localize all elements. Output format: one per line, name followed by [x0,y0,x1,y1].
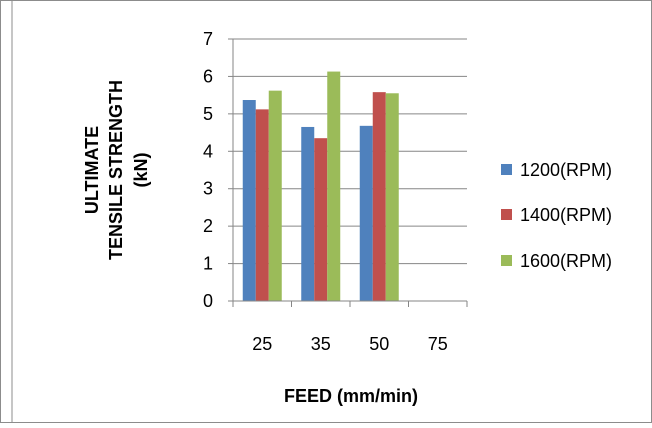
bar [314,138,328,301]
bar [255,109,269,301]
axes [232,39,468,307]
y-axis-title: ULTIMATE TENSILE STRENGTH (kN) [82,80,151,260]
x-tick-label: 25 [252,334,272,354]
y-tick-label: 2 [203,216,213,236]
y-tick-label: 3 [203,179,213,199]
y-tick-label: 5 [203,104,213,124]
y-tick-labels: 0 1 2 3 4 5 6 7 [203,29,213,311]
x-axis-title: FEED (mm/min) [284,386,418,406]
x-tick-label: 75 [428,334,448,354]
y-tick-label: 1 [203,254,213,274]
y-axis-title-line: (kN) [131,152,151,187]
y-axis-title-line: TENSILE STRENGTH [106,80,126,260]
bars [242,71,399,302]
legend-swatch [501,209,512,220]
legend-swatch [501,164,512,175]
x-tick-labels: 25 35 50 75 [252,334,448,354]
bar [327,71,341,301]
legend: 1200(RPM) 1400(RPM) 1600(RPM) [501,160,612,271]
bar [359,125,373,301]
y-tick-label: 4 [203,141,213,161]
y-tick-label: 6 [203,66,213,86]
y-axis-title-line: ULTIMATE [82,126,102,214]
bar [385,93,399,302]
legend-label: 1400(RPM) [520,205,612,225]
y-tick-label: 0 [203,291,213,311]
bar [242,100,256,301]
y-tick-label: 7 [203,29,213,49]
bar [372,92,386,301]
bar [301,126,315,301]
x-tick-label: 35 [311,334,331,354]
legend-label: 1200(RPM) [520,160,612,180]
legend-label: 1600(RPM) [520,251,612,271]
x-tick-label: 50 [369,334,389,354]
bar [268,90,282,301]
legend-swatch [501,255,512,266]
